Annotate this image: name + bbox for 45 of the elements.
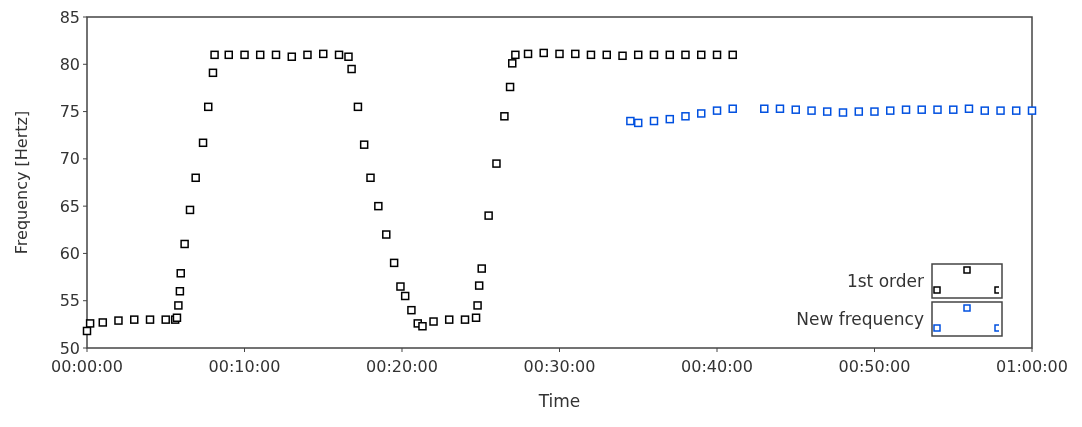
point xyxy=(822,107,832,116)
legend-label: 1st order xyxy=(846,270,925,291)
point xyxy=(728,104,737,113)
point xyxy=(949,105,958,114)
point xyxy=(917,105,926,114)
point xyxy=(980,106,989,115)
point xyxy=(681,112,690,121)
point xyxy=(1011,106,1021,115)
y-tick-label: 60 xyxy=(59,244,80,264)
y-tick-label: 55 xyxy=(59,291,80,311)
point xyxy=(901,105,911,114)
x-tick-label: 01:00:00 xyxy=(996,357,1068,376)
point xyxy=(933,105,942,114)
x-tick-label: 00:50:00 xyxy=(838,357,911,376)
point xyxy=(996,106,1005,115)
point xyxy=(697,109,706,118)
y-tick-label: 85 xyxy=(59,7,80,27)
point xyxy=(838,108,848,117)
point xyxy=(1027,106,1037,115)
y-axis-title: Frequency [Hertz] xyxy=(12,110,31,255)
point xyxy=(633,118,643,128)
point xyxy=(760,104,769,113)
x-tick-label: 00:10:00 xyxy=(208,357,281,376)
x-axis-title: Time xyxy=(537,391,581,411)
point xyxy=(964,104,974,113)
x-tick-label: 00:30:00 xyxy=(523,357,596,376)
x-tick-label: 00:20:00 xyxy=(366,357,438,376)
y-tick-label: 80 xyxy=(59,54,80,74)
point xyxy=(626,116,635,126)
point xyxy=(649,116,659,126)
y-tick-label: 50 xyxy=(59,338,80,358)
point xyxy=(854,107,864,116)
legend-label: New frequency xyxy=(796,308,924,329)
y-tick-label: 65 xyxy=(59,196,80,216)
point xyxy=(775,104,785,113)
point xyxy=(712,106,722,115)
x-tick-label: 00:40:00 xyxy=(681,357,753,376)
point xyxy=(665,114,675,124)
x-tick-label: 00:00:00 xyxy=(51,357,123,376)
y-tick-label: 75 xyxy=(59,102,80,122)
point xyxy=(870,107,879,116)
point xyxy=(791,105,800,114)
point xyxy=(886,106,895,115)
y-tick-label: 70 xyxy=(59,149,80,169)
point xyxy=(807,106,816,115)
